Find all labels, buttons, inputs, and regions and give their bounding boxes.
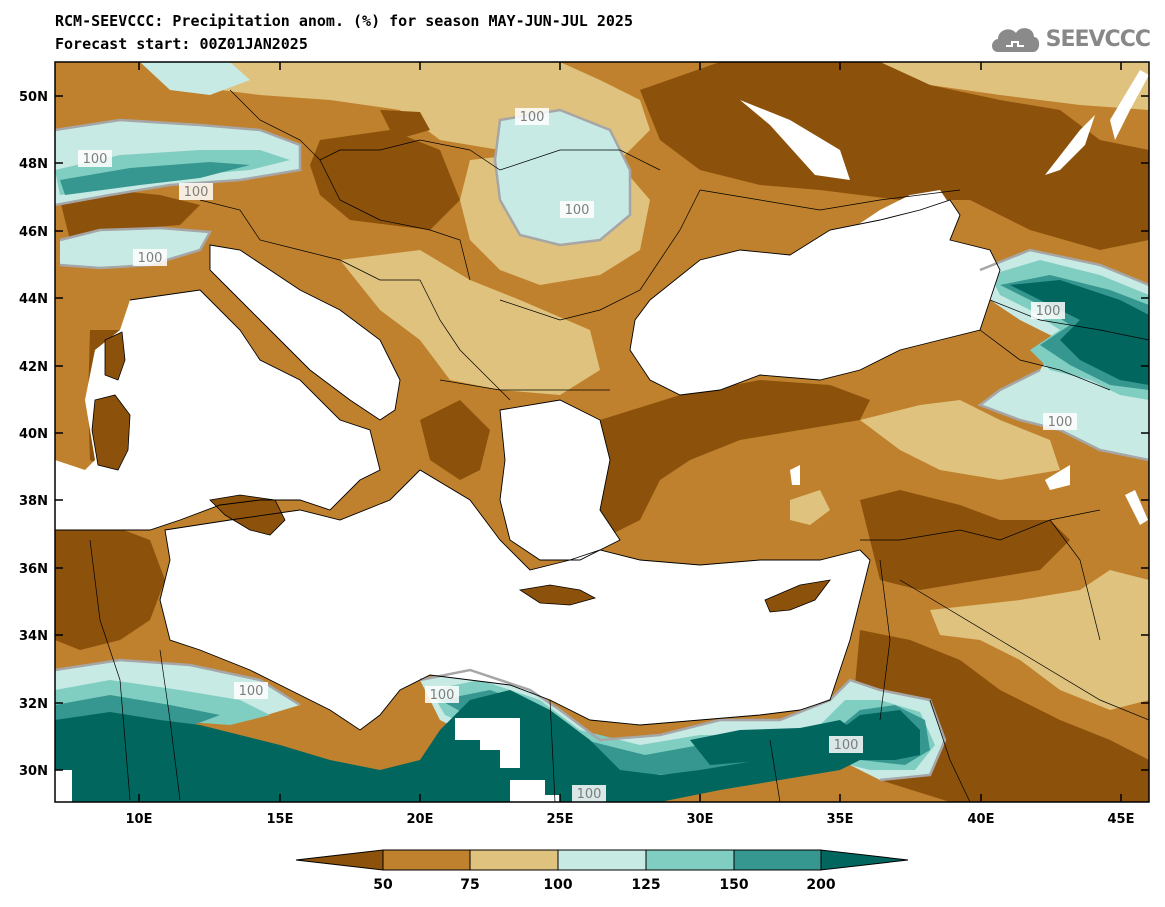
contour-labels: 100 100 100 100 100 100 100 100 100 100 … — [78, 108, 1077, 802]
title-line-1: RCM-SEEVCCC: Precipitation anom. (%) for… — [55, 12, 633, 30]
lon-label: 20E — [407, 812, 434, 827]
sea-of-azov — [850, 190, 950, 245]
teal-dark-area — [1010, 280, 1149, 385]
colorbar-swatch — [733, 849, 822, 871]
colorbar-swatch — [469, 849, 559, 871]
colorbar-tick: 200 — [806, 877, 835, 893]
undefined-region — [740, 100, 850, 180]
corsica-island — [104, 331, 126, 381]
colorbar-tick: 75 — [460, 877, 479, 893]
undefined-region — [1045, 465, 1070, 490]
undefined-region — [55, 770, 72, 802]
contour-label: 100 — [83, 152, 108, 167]
lat-label: 40N — [19, 427, 48, 442]
lat-label: 46N — [19, 225, 48, 240]
sicily-island — [209, 494, 286, 536]
lat-label: 30N — [19, 764, 48, 779]
light-tan-area — [790, 490, 830, 525]
lat-label: 42N — [19, 360, 48, 375]
contour-label: 100 — [430, 688, 455, 703]
light-tan-area — [340, 250, 600, 395]
black-sea — [630, 200, 1000, 395]
pale-cyan-area — [140, 62, 250, 95]
contour-label: 100 — [184, 185, 209, 200]
undefined-region — [1110, 70, 1149, 140]
cyprus-island — [764, 579, 831, 613]
undefined-region — [790, 465, 800, 485]
dark-brown-area — [420, 400, 490, 480]
crete-island — [518, 584, 597, 606]
map-field: 100 100 100 100 100 100 100 100 100 100 … — [55, 62, 1149, 802]
longitude-axis: 10E 15E 20E 25E 30E 35E 40E 45E — [126, 62, 1135, 827]
dark-brown-area — [380, 110, 430, 140]
undefined-region — [1125, 490, 1148, 525]
contour-label: 100 — [565, 203, 590, 218]
contour-label: 100 — [1036, 304, 1061, 319]
lon-label: 10E — [126, 812, 153, 827]
sardinia-island — [91, 394, 131, 471]
seevccc-logo: SEEVCCC — [988, 22, 1151, 56]
adriatic-sea — [210, 245, 400, 420]
contour-label: 100 — [1048, 415, 1073, 430]
lat-label: 44N — [19, 292, 48, 307]
light-tan-area — [930, 570, 1149, 710]
colorbar-tick: 100 — [543, 877, 572, 893]
lat-label: 48N — [19, 157, 48, 172]
lon-label: 35E — [827, 812, 854, 827]
contour-label: 100 — [520, 110, 545, 125]
colorbar-tick: 50 — [373, 877, 393, 893]
dark-brown-area — [590, 380, 870, 540]
lon-label: 30E — [687, 812, 714, 827]
coastlines — [55, 199, 1001, 731]
lat-label: 32N — [19, 697, 48, 712]
contour-label: 100 — [577, 787, 602, 802]
contour-label: 100 — [138, 251, 163, 266]
lon-label: 15E — [267, 812, 294, 827]
dark-brown-area — [310, 130, 460, 230]
colorbar-swatch — [295, 849, 384, 871]
colorbar-swatch — [820, 849, 909, 871]
latitude-axis: 50N 48N 46N 44N 42N 40N 38N 36N 34N 32N … — [19, 90, 1149, 779]
lat-label: 34N — [19, 629, 48, 644]
light-tan-area — [860, 400, 1060, 480]
undefined-region — [455, 718, 520, 768]
contour-label: 100 — [834, 738, 859, 753]
map-frame — [54, 61, 1150, 803]
colorbar-ticks: 50 75 100 125 150 200 — [373, 877, 836, 893]
cloud-icon — [991, 28, 1039, 52]
colorbar-tick: 150 — [719, 877, 748, 893]
light-tan-area — [880, 62, 1149, 110]
undefined-region — [1045, 115, 1095, 175]
mediterranean-sea — [160, 470, 870, 730]
undefined-region — [510, 780, 560, 802]
tyrrhenian-sea — [55, 290, 380, 530]
lat-label: 50N — [19, 90, 48, 105]
colorbar-swatch — [557, 849, 647, 871]
teal-dark-area — [690, 720, 860, 765]
lon-label: 45E — [1108, 812, 1135, 827]
lat-label: 38N — [19, 494, 48, 509]
pale-cyan-area — [495, 110, 630, 245]
colorbar-tick: 125 — [631, 877, 660, 893]
colorbar — [295, 849, 909, 871]
country-borders — [89, 89, 1149, 802]
dark-brown-area — [60, 190, 200, 240]
dark-brown-area — [55, 520, 165, 650]
colorbar-swatch — [645, 849, 735, 871]
colorbar-swatch — [382, 849, 471, 871]
lon-label: 25E — [547, 812, 574, 827]
title-line-2: Forecast start: 00Z01JAN2025 — [55, 35, 308, 53]
lat-label: 36N — [19, 562, 48, 577]
logo-text: SEEVCCC — [1045, 26, 1151, 52]
dark-brown-area — [640, 62, 1149, 250]
aegean-sea — [500, 400, 620, 560]
lon-label: 40E — [968, 812, 995, 827]
dark-brown-area — [860, 490, 1070, 590]
contour-label: 100 — [239, 684, 264, 699]
teal-medium-area — [60, 162, 250, 195]
